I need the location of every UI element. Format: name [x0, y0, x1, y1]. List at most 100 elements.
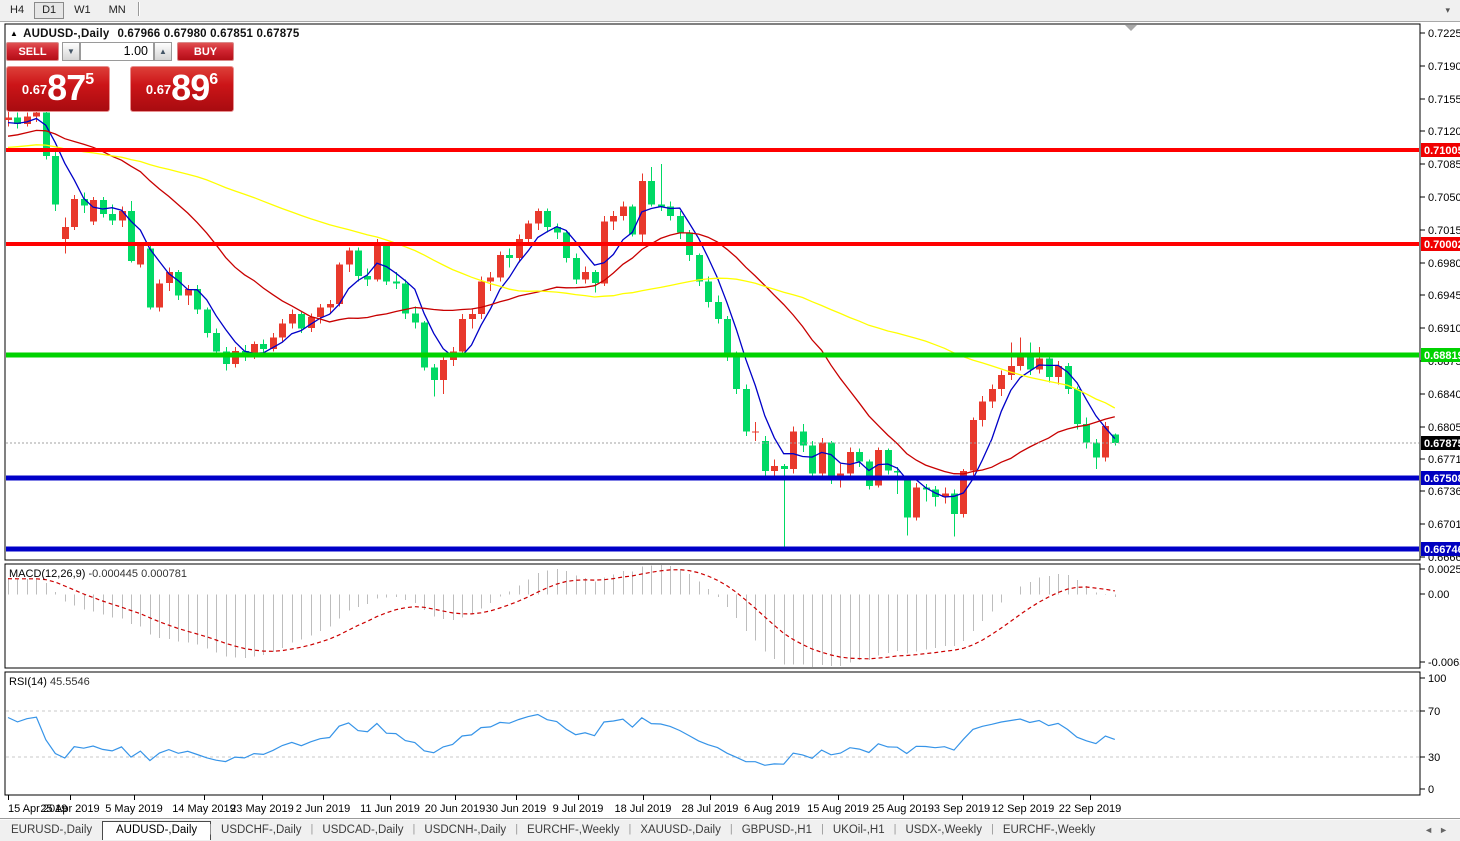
macd-label: MACD(12,26,9) -0.000445 0.000781	[9, 568, 187, 580]
timeframe-button-d1[interactable]: D1	[34, 2, 65, 19]
volume-input[interactable]: 1.00	[80, 42, 154, 61]
price-axis-badges: 0.71005 0.70002 0.68819 0.67875 0.67508 0.667…	[1421, 143, 1460, 556]
svg-text:9 Jul 2019: 9 Jul 2019	[553, 803, 604, 815]
tab-usdcad-daily[interactable]: USDCAD-,Daily	[322, 824, 404, 836]
tab-separator: |	[990, 823, 994, 835]
tab-audusd-daily[interactable]: AUDUSD-,Daily	[102, 821, 212, 840]
buy-price-button[interactable]: 0.67896	[130, 66, 234, 112]
svg-text:-0.006326: -0.006326	[1428, 657, 1460, 669]
macd-histogram	[8, 565, 1116, 667]
tab-scroll-buttons[interactable]: ◄►	[1424, 825, 1454, 835]
tab-separator: |	[209, 823, 213, 835]
svg-text:0.00: 0.00	[1428, 589, 1449, 601]
svg-text:25 Aug 2019: 25 Aug 2019	[872, 803, 934, 815]
tab-eurusd-daily[interactable]: EURUSD-,Daily	[11, 824, 93, 836]
tab-separator: |	[893, 823, 897, 835]
sell-price-pip: 5	[85, 71, 95, 88]
tab-separator: |	[628, 823, 632, 835]
tab-ukoil-h1[interactable]: UKOil-,H1	[832, 824, 885, 836]
svg-text:0.002574: 0.002574	[1428, 564, 1460, 576]
tab-separator: |	[821, 823, 824, 835]
horizontal-lines[interactable]	[6, 148, 1419, 552]
tab-separator: |	[729, 823, 733, 835]
timeframe-button-h4[interactable]: H4	[10, 4, 25, 16]
ohlc-readout: 0.67966 0.67980 0.67851 0.67875	[117, 28, 300, 40]
buy-price-prefix: 0.67	[145, 82, 172, 97]
svg-text:0.67508: 0.67508	[1424, 473, 1460, 485]
toolbar-separator	[137, 1, 140, 16]
svg-text:0: 0	[1428, 784, 1434, 796]
tab-xauusd-daily[interactable]: XAUUSD-,Daily	[640, 824, 721, 836]
tab-separator: |	[310, 823, 314, 835]
timeframe-button-mn[interactable]: MN	[108, 4, 126, 16]
tab-eurchf-weekly[interactable]: EURCHF-,Weekly	[1002, 824, 1096, 836]
rsi-axis: 100 70 30 0	[1420, 673, 1446, 796]
tab-usdx-weekly[interactable]: USDX-,Weekly	[905, 824, 982, 836]
svg-text:0.67875: 0.67875	[1424, 438, 1460, 450]
svg-text:0.71005: 0.71005	[1424, 145, 1460, 157]
svg-text:0.68819: 0.68819	[1424, 350, 1460, 362]
moving-averages	[7, 117, 1116, 498]
tab-usdchf-daily[interactable]: USDCHF-,Daily	[221, 824, 302, 836]
tab-usdcnh-daily[interactable]: USDCNH-,Daily	[424, 824, 507, 836]
svg-text:70: 70	[1428, 706, 1440, 718]
tab-scroll-left-icon[interactable]: ◄	[1424, 825, 1440, 835]
svg-text:100: 100	[1428, 673, 1446, 685]
svg-text:6 Aug 2019: 6 Aug 2019	[744, 803, 800, 815]
sell-button[interactable]: SELL	[6, 42, 59, 61]
svg-text:15 Aug 2019: 15 Aug 2019	[807, 803, 869, 815]
svg-text:22 Sep 2019: 22 Sep 2019	[1059, 803, 1121, 815]
macd-axis: 0.002574 0.00 -0.006326	[1420, 564, 1460, 669]
svg-text:3 Sep 2019: 3 Sep 2019	[934, 803, 990, 815]
svg-text:20 Jun 2019: 20 Jun 2019	[425, 803, 486, 815]
svg-text:14 May 2019: 14 May 2019	[172, 803, 236, 815]
symbol-name: AUDUSD-,Daily	[23, 28, 110, 40]
svg-text:11 Jun 2019: 11 Jun 2019	[360, 803, 420, 815]
volume-decrease-button[interactable]: ▼	[62, 42, 80, 61]
svg-text:28 Jul 2019: 28 Jul 2019	[682, 803, 739, 815]
timeframe-toolbar: H4 D1 W1 MN ▾	[0, 0, 1460, 22]
buy-button[interactable]: BUY	[177, 42, 234, 61]
tab-gbpusd-h1[interactable]: GBPUSD-,H1	[741, 824, 813, 836]
svg-text:23 May 2019: 23 May 2019	[230, 803, 294, 815]
one-click-trading-panel: SELL ▼ 1.00 ▲ BUY 0.67875 0.67896	[6, 42, 234, 113]
collapse-chart-icon[interactable]: ▲	[10, 29, 19, 38]
rsi-line	[7, 713, 1116, 766]
tab-separator: |	[515, 823, 519, 835]
sell-price-button[interactable]: 0.67875	[6, 66, 110, 112]
symbol-header: ▲ AUDUSD-,Daily 0.67966 0.67980 0.67851 0.…	[10, 28, 300, 40]
svg-text:2 Jun 2019: 2 Jun 2019	[296, 803, 350, 815]
chart-tab-bar: EURUSD-,Daily|AUDUSD-,Daily|USDCHF-,Dail…	[0, 818, 1460, 841]
svg-text:12 Sep 2019: 12 Sep 2019	[992, 803, 1054, 815]
volume-increase-button[interactable]: ▲	[154, 42, 172, 61]
toolbar-overflow-icon[interactable]: ▾	[1445, 5, 1450, 15]
timeframe-button-w1[interactable]: W1	[74, 4, 91, 16]
svg-text:30 Jun 2019: 30 Jun 2019	[486, 803, 547, 815]
macd-signal-line	[7, 569, 1115, 660]
rsi-label: RSI(14) 45.5546	[9, 676, 90, 688]
panel-frames	[4, 23, 1421, 796]
tab-scroll-right-icon[interactable]: ►	[1439, 825, 1454, 835]
tab-eurchf-weekly[interactable]: EURCHF-,Weekly	[527, 824, 620, 836]
buy-price-big: 89	[171, 67, 210, 108]
svg-text:5 May 2019: 5 May 2019	[105, 803, 162, 815]
sell-price-big: 87	[47, 67, 86, 108]
